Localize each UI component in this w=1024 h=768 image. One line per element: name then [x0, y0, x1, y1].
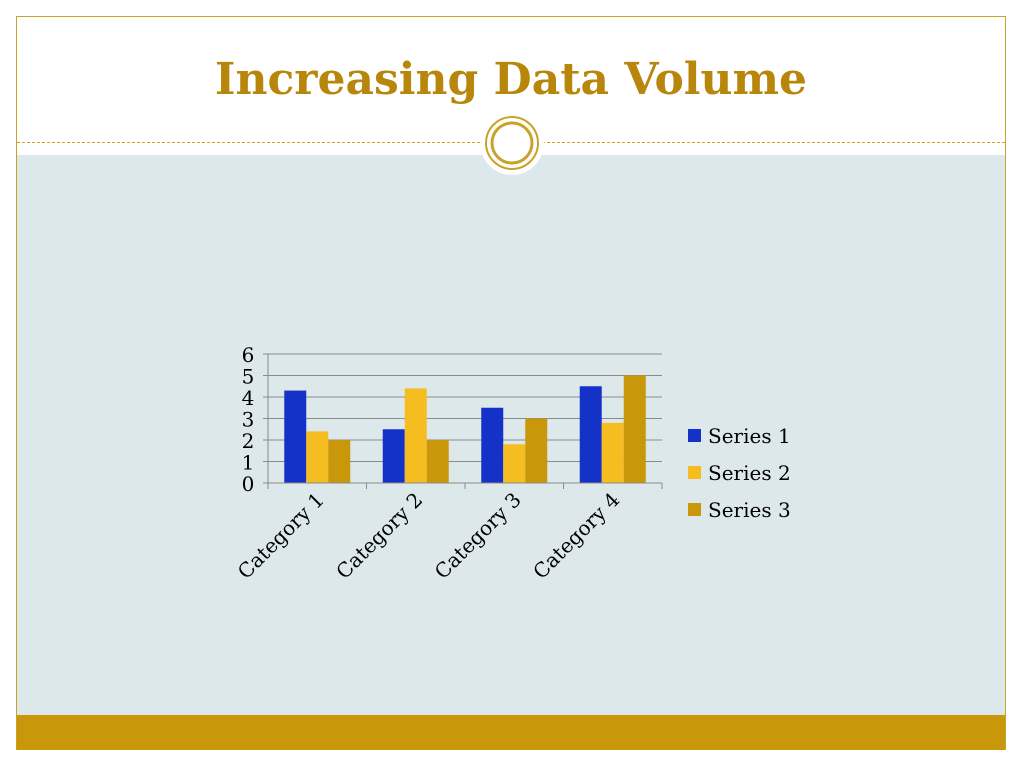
bar-1-1: [284, 390, 307, 483]
legend-label-series-1: Series 1: [708, 424, 791, 448]
bar-2-4: [601, 422, 624, 483]
bar-1-4: [579, 386, 602, 483]
legend-swatch-series-1: [688, 429, 701, 442]
legend-label-series-3: Series 3: [708, 498, 791, 522]
slide-title: Increasing Data Volume: [214, 54, 808, 105]
x-tick-label: Category 2: [331, 488, 427, 584]
bar-2-1: [306, 431, 329, 483]
x-tick-label: Category 3: [430, 488, 526, 584]
divider-ornament: [480, 111, 544, 175]
chart-legend: Series 1 Series 2 Series 3: [688, 424, 791, 522]
y-tick-label: 1: [242, 451, 255, 475]
bar-1-2: [382, 429, 405, 483]
ornament-backdrop: [480, 111, 544, 175]
x-tick-label: Category 1: [233, 488, 329, 584]
y-tick-label: 3: [242, 408, 255, 432]
y-tick-label: 0: [242, 472, 255, 496]
bar-3-1: [328, 440, 351, 483]
x-axis-ticks: Category 1 Category 2 Category 3 Category 4: [233, 483, 663, 584]
x-tick-label: Category 4: [528, 488, 624, 584]
y-tick-label: 4: [242, 386, 255, 410]
bar-3-3: [525, 418, 548, 483]
footer-band: [17, 715, 1005, 750]
legend-swatch-series-2: [688, 466, 701, 479]
legend-swatch-series-3: [688, 503, 701, 516]
ornament-outer-ring: [485, 116, 539, 170]
chart-bars: [284, 375, 646, 483]
y-tick-label: 6: [242, 343, 255, 367]
y-tick-label: 2: [242, 429, 255, 453]
bar-2-2: [404, 388, 427, 483]
bar-3-4: [623, 375, 646, 483]
bar-2-3: [503, 444, 526, 483]
y-tick-label: 5: [242, 365, 255, 389]
ornament-inner-ring: [490, 121, 534, 165]
bar-3-2: [426, 440, 449, 483]
content-area: [17, 155, 1005, 715]
legend-label-series-2: Series 2: [708, 461, 791, 485]
bar-1-3: [481, 407, 504, 483]
